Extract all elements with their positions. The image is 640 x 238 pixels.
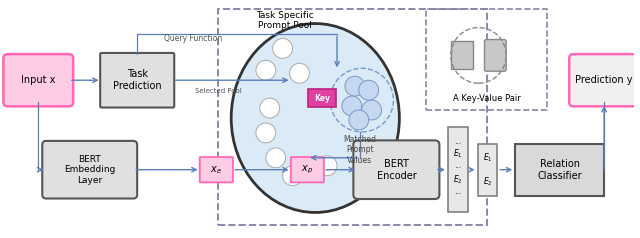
- FancyBboxPatch shape: [484, 40, 506, 71]
- Circle shape: [362, 100, 381, 120]
- FancyBboxPatch shape: [100, 53, 174, 108]
- Text: Relation
Classifier: Relation Classifier: [538, 159, 582, 180]
- Text: Input x: Input x: [21, 75, 56, 85]
- Text: Selected Pool: Selected Pool: [195, 88, 241, 94]
- FancyBboxPatch shape: [42, 141, 137, 198]
- Text: $E_2$: $E_2$: [453, 174, 463, 186]
- Bar: [218, 9, 488, 225]
- Text: Task Specific
Prompt Pool: Task Specific Prompt Pool: [256, 11, 314, 30]
- Circle shape: [289, 63, 309, 83]
- Text: BERT
Embedding
Layer: BERT Embedding Layer: [64, 155, 115, 185]
- Text: ...: ...: [454, 137, 461, 146]
- Circle shape: [342, 96, 362, 116]
- Text: $E_1$: $E_1$: [453, 148, 463, 160]
- Text: $E_2$: $E_2$: [483, 175, 492, 188]
- Circle shape: [256, 60, 276, 80]
- FancyBboxPatch shape: [569, 54, 639, 106]
- FancyBboxPatch shape: [3, 54, 73, 106]
- Circle shape: [349, 110, 369, 130]
- Circle shape: [345, 76, 365, 96]
- Bar: [451, 41, 472, 69]
- FancyBboxPatch shape: [291, 157, 324, 182]
- Circle shape: [273, 39, 292, 58]
- Text: A Key-Value Pair: A Key-Value Pair: [452, 94, 520, 103]
- FancyBboxPatch shape: [200, 157, 233, 182]
- Bar: [308, 89, 336, 107]
- Text: ...: ...: [454, 161, 461, 170]
- Bar: [515, 144, 604, 196]
- Text: $x_p$: $x_p$: [301, 164, 314, 176]
- Text: Query Function: Query Function: [164, 34, 223, 43]
- Text: Key: Key: [314, 94, 330, 103]
- FancyBboxPatch shape: [353, 140, 440, 199]
- Text: ...: ...: [454, 187, 461, 196]
- Circle shape: [266, 148, 285, 168]
- Text: $E_1$: $E_1$: [483, 152, 492, 164]
- Circle shape: [359, 80, 379, 100]
- Bar: [448, 127, 468, 213]
- Text: BERT
Encoder: BERT Encoder: [376, 159, 416, 180]
- Text: Matched
Prompt
Values: Matched Prompt Values: [343, 135, 376, 165]
- Ellipse shape: [231, 24, 399, 213]
- Text: Prediction y: Prediction y: [575, 75, 633, 85]
- Text: Task
Prediction: Task Prediction: [113, 69, 161, 91]
- Bar: [426, 9, 547, 110]
- Circle shape: [283, 166, 303, 186]
- Circle shape: [256, 123, 276, 143]
- Circle shape: [317, 156, 337, 176]
- Bar: [477, 144, 497, 196]
- Circle shape: [260, 98, 280, 118]
- Text: $x_e$: $x_e$: [211, 164, 222, 176]
